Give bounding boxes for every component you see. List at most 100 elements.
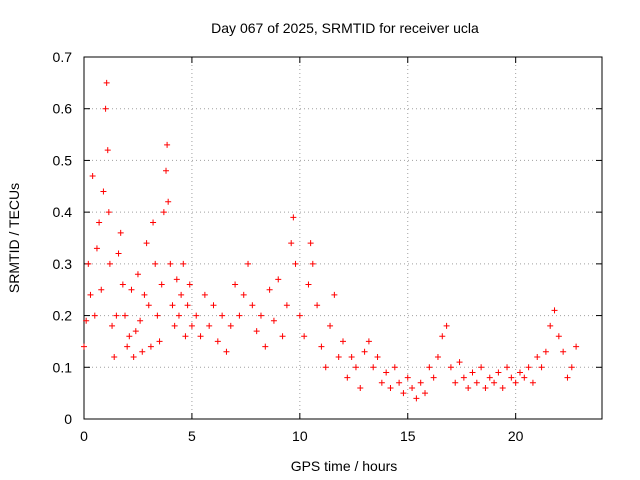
data-point — [478, 364, 485, 371]
data-point — [180, 260, 187, 267]
data-point — [182, 333, 189, 340]
data-point — [387, 384, 394, 391]
data-point — [573, 343, 580, 350]
data-point — [508, 374, 515, 381]
data-point — [232, 281, 239, 288]
data-point — [495, 369, 502, 376]
x-tick-label: 10 — [292, 428, 308, 444]
data-point — [314, 302, 321, 309]
data-point — [240, 291, 247, 298]
data-point — [113, 312, 120, 319]
data-point — [130, 353, 137, 360]
data-point — [134, 271, 141, 278]
data-point — [111, 353, 118, 360]
data-point — [169, 302, 176, 309]
y-axis-title: SRMTID / TECUs — [6, 183, 22, 293]
x-tick-label: 15 — [400, 428, 416, 444]
data-point — [100, 188, 107, 195]
data-point — [348, 353, 355, 360]
data-point — [152, 260, 159, 267]
data-point — [143, 240, 150, 247]
points-layer — [81, 79, 580, 402]
data-point — [383, 369, 390, 376]
data-point — [249, 302, 256, 309]
data-point — [206, 322, 213, 329]
data-point — [98, 286, 105, 293]
y-tick-label: 0.6 — [53, 101, 73, 117]
data-point — [288, 240, 295, 247]
data-point — [352, 364, 359, 371]
data-point — [357, 384, 364, 391]
data-point — [236, 312, 243, 319]
data-point — [283, 302, 290, 309]
data-point — [279, 333, 286, 340]
data-point — [106, 260, 113, 267]
data-point — [186, 281, 193, 288]
data-point — [103, 79, 110, 86]
data-point — [102, 105, 109, 112]
y-tick-label: 0 — [64, 411, 72, 427]
data-point — [460, 374, 467, 381]
data-point — [340, 338, 346, 345]
data-point — [175, 312, 182, 319]
y-tick-label: 0.1 — [53, 359, 73, 375]
data-point — [335, 353, 342, 360]
data-point — [426, 364, 433, 371]
data-point — [87, 291, 94, 298]
data-point — [137, 317, 144, 324]
data-point — [439, 333, 446, 340]
data-point — [105, 209, 112, 216]
x-tick-label: 5 — [188, 428, 196, 444]
data-point — [551, 307, 558, 314]
data-point — [396, 379, 403, 386]
data-point — [491, 379, 498, 386]
data-point — [318, 343, 325, 350]
data-point — [257, 312, 264, 319]
x-axis-title: GPS time / hours — [291, 458, 398, 474]
x-tick-label: 0 — [80, 428, 88, 444]
data-point — [486, 374, 493, 381]
data-point — [499, 384, 506, 391]
data-point — [292, 260, 299, 267]
data-point — [156, 338, 163, 345]
data-point — [456, 359, 463, 366]
data-point — [117, 229, 124, 236]
data-point — [296, 312, 303, 319]
data-point — [309, 260, 316, 267]
data-point — [132, 328, 139, 335]
data-point — [542, 348, 549, 355]
grid-layer — [84, 57, 602, 419]
data-point — [91, 312, 98, 319]
data-point — [374, 353, 381, 360]
y-tick-label: 0.5 — [53, 152, 73, 168]
data-point — [210, 302, 217, 309]
data-point — [365, 338, 372, 345]
data-point — [160, 209, 167, 216]
data-point — [115, 250, 122, 257]
data-point — [409, 384, 416, 391]
data-point — [163, 167, 170, 174]
data-point — [171, 322, 178, 329]
data-point — [158, 281, 165, 288]
data-point — [81, 343, 87, 350]
data-point — [504, 364, 511, 371]
data-point — [275, 276, 282, 283]
data-point — [150, 219, 157, 226]
data-point — [109, 322, 116, 329]
data-point — [266, 286, 273, 293]
data-point — [253, 328, 260, 335]
data-point — [227, 322, 234, 329]
data-point — [473, 379, 480, 386]
data-point — [245, 260, 252, 267]
data-point — [89, 172, 96, 179]
data-point — [188, 322, 195, 329]
data-point — [197, 333, 204, 340]
data-point — [139, 348, 146, 355]
data-point — [534, 353, 541, 360]
data-point — [400, 390, 407, 397]
data-point — [547, 322, 554, 329]
tick-layer: 0 5 10 15 20 0 0.1 0.2 0.3 0.4 0.5 0.6 0.7 — [53, 49, 602, 444]
data-point — [85, 260, 92, 267]
y-tick-label: 0.3 — [53, 256, 73, 272]
y-tick-label: 0.4 — [53, 204, 73, 220]
